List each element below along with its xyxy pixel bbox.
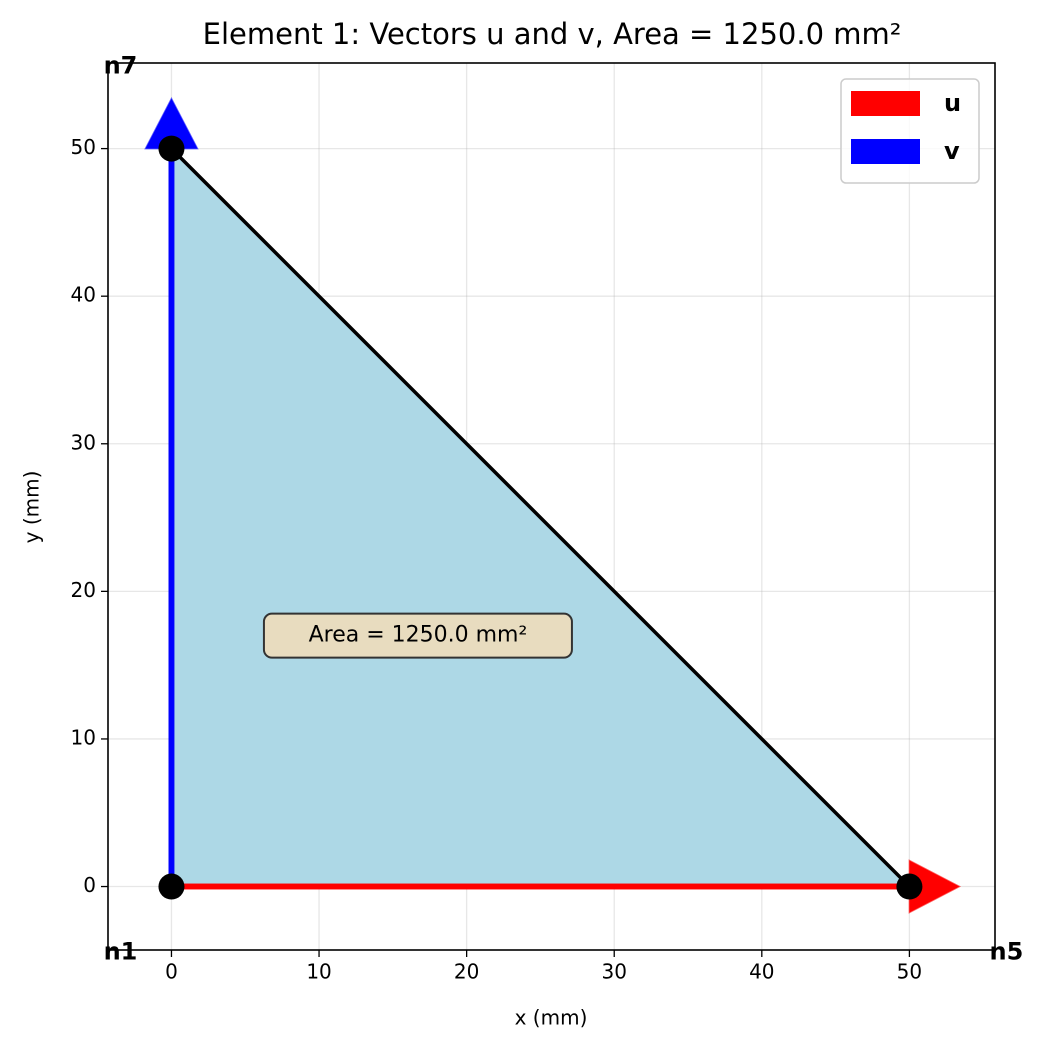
y-tick-label: 20: [71, 578, 96, 602]
x-tick-label: 50: [897, 960, 922, 984]
y-tick-label: 40: [71, 283, 96, 307]
x-tick-label: 0: [165, 960, 178, 984]
x-tick-label: 40: [749, 960, 774, 984]
legend-label: v: [944, 137, 960, 165]
annotation: Area = 1250.0 mm²: [309, 623, 528, 648]
x-tick-label: 10: [306, 960, 331, 984]
legend-label: u: [944, 89, 961, 117]
legend-swatch: [851, 91, 920, 116]
node-label: n7: [104, 52, 138, 80]
node-label: n1: [104, 938, 138, 966]
node-marker: [896, 873, 923, 900]
node-marker: [158, 873, 185, 900]
y-tick-label: 0: [83, 873, 96, 897]
y-axis-label: y (mm): [20, 471, 44, 544]
y-tick-label: 10: [71, 725, 96, 749]
y-tick-label: 50: [71, 135, 96, 159]
x-tick-label: 20: [454, 960, 479, 984]
y-tick-label: 30: [71, 430, 96, 454]
axes-frame: [107, 62, 996, 951]
x-tick-label: 30: [601, 960, 626, 984]
chart-title: Element 1: Vectors u and v, Area = 1250.…: [203, 17, 902, 51]
node-marker: [158, 135, 185, 162]
annotation-box: [262, 612, 573, 659]
legend-swatch: [851, 139, 920, 164]
x-axis-label: x (mm): [515, 1006, 588, 1030]
